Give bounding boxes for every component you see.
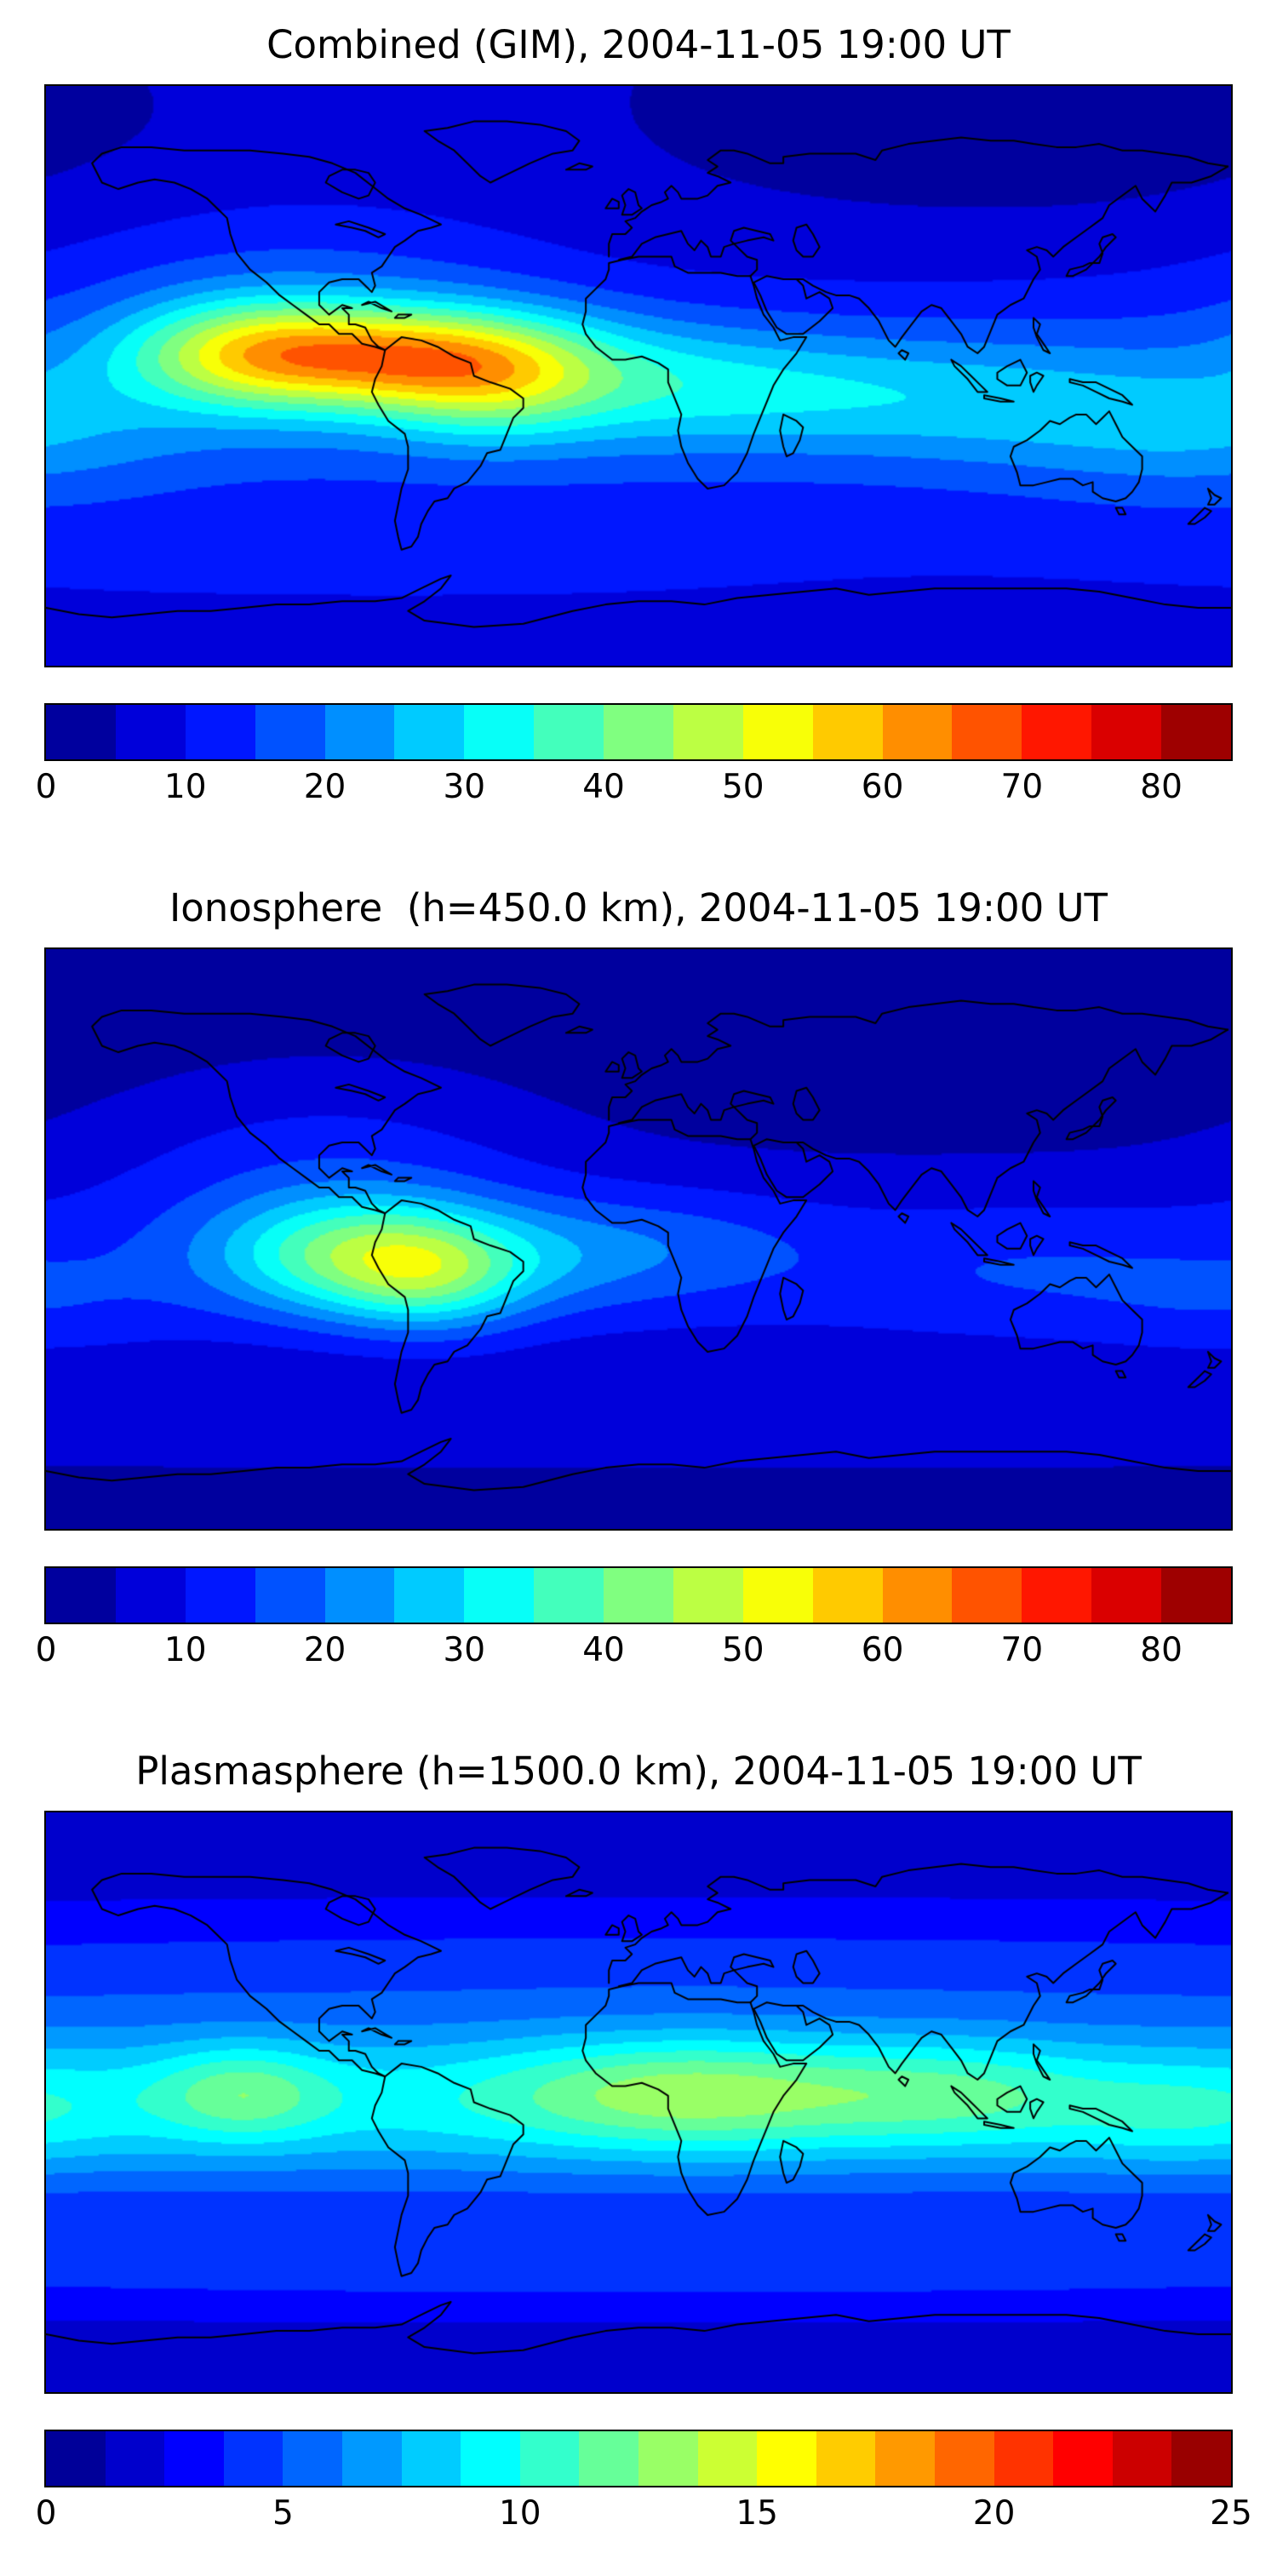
colorbar-segment [1091, 705, 1161, 759]
colorbar-tick-label: 0 [35, 768, 57, 806]
colorbar-tick-label: 80 [1140, 768, 1183, 806]
colorbar-segment [673, 705, 743, 759]
colorbar-segment [812, 1568, 883, 1623]
colorbar-ticks-plasmasphere: 0 5 10 15 20 25 [36, 2494, 1252, 2539]
colorbar-segment [1161, 705, 1231, 759]
colorbar-segment [757, 2431, 816, 2486]
colorbar-plasmasphere [44, 2430, 1233, 2487]
colorbar-ionosphere [44, 1566, 1233, 1624]
colorbar-tick-label: 10 [498, 2494, 541, 2533]
map-canvas-plasmasphere [46, 1812, 1231, 2392]
colorbar-tick-label: 0 [35, 1631, 57, 1669]
colorbar-segment [46, 1568, 116, 1623]
colorbar-segment [604, 705, 673, 759]
panel-plasmasphere: Plasmasphere (h=1500.0 km), 2004-11-05 1… [0, 1749, 1277, 2539]
colorbar-segment [115, 705, 186, 759]
colorbar-segment [1112, 2431, 1172, 2486]
colorbar-segment [283, 2431, 342, 2486]
colorbar-segment [742, 1568, 813, 1623]
colorbar-tick-label: 10 [163, 768, 207, 806]
colorbar-tick-label: 60 [861, 768, 904, 806]
colorbar-segment [812, 705, 883, 759]
map-frame-plasmasphere [44, 1811, 1233, 2394]
colorbar-segment [952, 1568, 1022, 1623]
colorbar-tick-label: 15 [736, 2494, 779, 2533]
colorbar-tick-label: 20 [303, 1631, 346, 1669]
colorbar-segment [255, 1568, 325, 1623]
colorbar-segment [341, 2431, 402, 2486]
colorbar-segment [638, 2431, 698, 2486]
colorbar-segment [115, 1568, 186, 1623]
colorbar-segment [742, 705, 813, 759]
colorbar-segment [1022, 705, 1092, 759]
colorbar-segment [952, 705, 1022, 759]
colorbar-tick-label: 80 [1140, 1631, 1183, 1669]
colorbar-combined [44, 703, 1233, 761]
colorbar-segment [185, 1568, 255, 1623]
colorbar-segment [394, 705, 465, 759]
colorbar-segment [46, 705, 116, 759]
colorbar-segment [604, 1568, 673, 1623]
colorbar-segment [1171, 2431, 1231, 2486]
colorbar-tick-label: 70 [1000, 768, 1044, 806]
colorbar-segment [579, 2431, 638, 2486]
colorbar-segment [461, 2431, 520, 2486]
colorbar-segment [1053, 2431, 1113, 2486]
colorbar-tick-label: 30 [443, 768, 486, 806]
colorbar-tick-label: 40 [582, 1631, 625, 1669]
colorbar-segment [401, 2431, 461, 2486]
map-canvas-combined [46, 86, 1231, 666]
colorbar-tick-label: 70 [1000, 1631, 1044, 1669]
colorbar-segment [1161, 1568, 1231, 1623]
colorbar-segment [697, 2431, 758, 2486]
colorbar-ticks-combined: 0 10 20 30 40 50 60 70 80 [36, 768, 1231, 812]
colorbar-segment [223, 2431, 283, 2486]
colorbar-tick-label: 50 [721, 768, 764, 806]
colorbar-segment [255, 705, 325, 759]
colorbar-segment [46, 2431, 106, 2486]
panel-title-combined: Combined (GIM), 2004-11-05 19:00 UT [266, 22, 1011, 67]
map-frame-ionosphere [44, 947, 1233, 1531]
colorbar-segment [875, 2431, 935, 2486]
colorbar-segment [534, 1568, 604, 1623]
colorbar-segment [816, 2431, 876, 2486]
figure: Combined (GIM), 2004-11-05 19:00 UT 0 10 2… [0, 22, 1277, 2539]
panel-combined: Combined (GIM), 2004-11-05 19:00 UT 0 10 2… [0, 22, 1277, 812]
colorbar-segment [105, 2431, 165, 2486]
colorbar-tick-label: 20 [303, 768, 346, 806]
colorbar-segment [1091, 1568, 1161, 1623]
colorbar-segment [464, 705, 535, 759]
colorbar-segment [519, 2431, 580, 2486]
colorbar-tick-label: 0 [35, 2494, 57, 2533]
panel-ionosphere: Ionosphere (h=450.0 km), 2004-11-05 19:0… [0, 885, 1277, 1675]
colorbar-segment [994, 2431, 1054, 2486]
colorbar-segment [534, 705, 604, 759]
colorbar-tick-label: 5 [272, 2494, 294, 2533]
colorbar-segment [164, 2431, 224, 2486]
colorbar-segment [185, 705, 255, 759]
colorbar-segment [324, 705, 395, 759]
colorbar-segment [1022, 1568, 1092, 1623]
colorbar-segment [882, 1568, 953, 1623]
panel-title-plasmasphere: Plasmasphere (h=1500.0 km), 2004-11-05 1… [135, 1749, 1142, 1794]
map-canvas-ionosphere [46, 949, 1231, 1529]
colorbar-ticks-ionosphere: 0 10 20 30 40 50 60 70 80 [36, 1631, 1231, 1675]
colorbar-tick-label: 10 [163, 1631, 207, 1669]
colorbar-tick-label: 60 [861, 1631, 904, 1669]
colorbar-tick-label: 50 [721, 1631, 764, 1669]
colorbar-segment [394, 1568, 465, 1623]
colorbar-segment [673, 1568, 743, 1623]
panel-title-ionosphere: Ionosphere (h=450.0 km), 2004-11-05 19:0… [169, 885, 1108, 930]
colorbar-segment [934, 2431, 994, 2486]
colorbar-segment [882, 705, 953, 759]
colorbar-tick-label: 30 [443, 1631, 486, 1669]
map-frame-combined [44, 84, 1233, 667]
colorbar-tick-label: 25 [1210, 2494, 1252, 2533]
colorbar-segment [324, 1568, 395, 1623]
colorbar-tick-label: 20 [972, 2494, 1016, 2533]
colorbar-segment [464, 1568, 535, 1623]
colorbar-tick-label: 40 [582, 768, 625, 806]
